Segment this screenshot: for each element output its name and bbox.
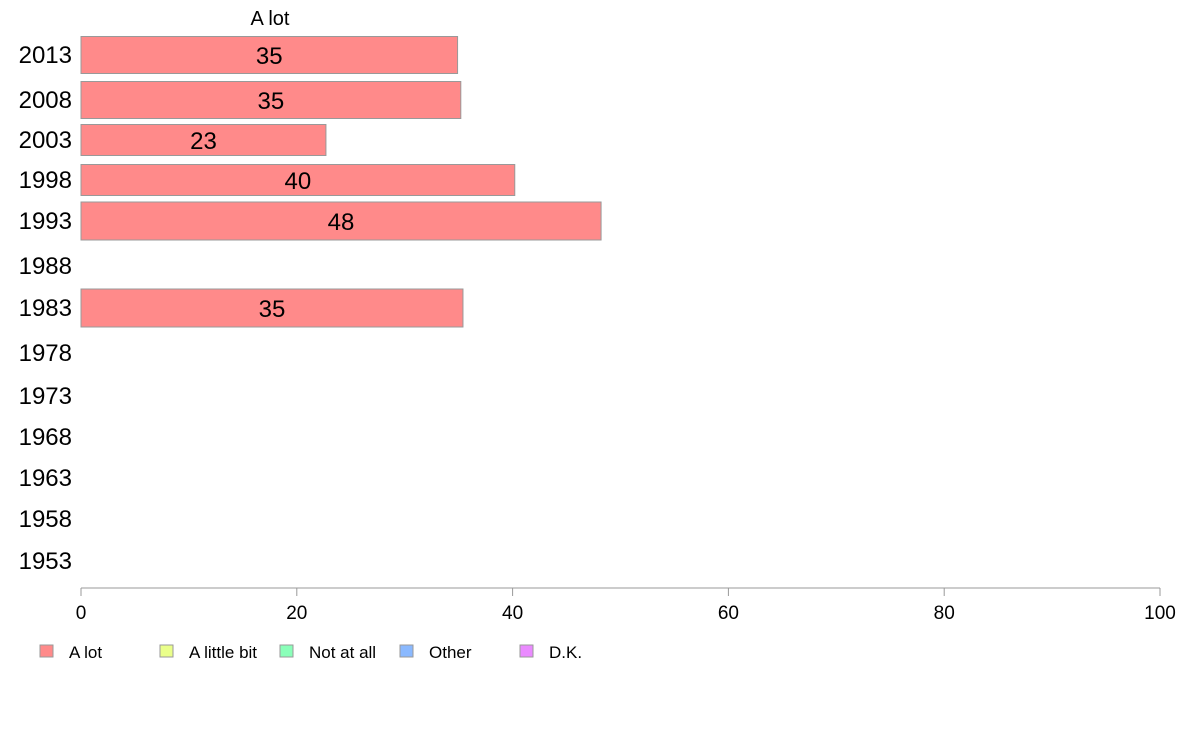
legend-label-0: A lot <box>69 643 102 662</box>
legend-label-3: Other <box>429 643 472 662</box>
bar-2003-s0 <box>80 124 327 156</box>
y-tick-label-2008: 2008 <box>19 87 72 114</box>
series-title-layer: A lot <box>251 8 290 30</box>
x-tick-label-0: 0 <box>76 603 87 624</box>
y-tick-label-1978: 1978 <box>19 340 72 367</box>
bar-1983-s0 <box>80 288 464 328</box>
y-tick-label-1963: 1963 <box>19 465 72 492</box>
x-axis: 0 20 40 60 80 100 <box>76 587 1176 624</box>
y-tick-label-1973: 1973 <box>19 383 72 410</box>
x-tick-label-80: 80 <box>934 603 955 624</box>
bar-1998-s0 <box>80 164 516 196</box>
bar-label-2003: 23 <box>190 128 217 155</box>
x-tick-label-60: 60 <box>718 603 739 624</box>
bar-1993-s0 <box>80 201 602 241</box>
legend: A lot A little bit Not at all Other D.K. <box>39 643 582 662</box>
bar-label-1983: 35 <box>259 296 286 323</box>
legend-label-1: A little bit <box>189 643 257 662</box>
legend-swatch-3 <box>399 644 414 658</box>
legend-swatch-4 <box>519 644 534 658</box>
bar-labels: 35 35 23 40 48 35 <box>190 43 354 323</box>
y-tick-label-1988: 1988 <box>19 253 72 280</box>
y-tick-label-1983: 1983 <box>19 295 72 322</box>
x-tick-label-40: 40 <box>502 603 523 624</box>
y-tick-label-1953: 1953 <box>19 548 72 575</box>
legend-swatch-0 <box>39 644 54 658</box>
y-tick-label-1958: 1958 <box>19 506 72 533</box>
bar-2008-s0 <box>80 81 462 119</box>
bar-label-1993: 48 <box>328 209 355 236</box>
y-tick-label-2003: 2003 <box>19 127 72 154</box>
bar-label-2013: 35 <box>256 43 283 70</box>
legend-label-4: D.K. <box>549 643 582 662</box>
legend-label-2: Not at all <box>309 643 376 662</box>
y-tick-label-1993: 1993 <box>19 208 72 235</box>
y-tick-label-1968: 1968 <box>19 424 72 451</box>
legend-swatch-2 <box>279 644 294 658</box>
bar-label-2008: 35 <box>258 88 285 115</box>
y-axis-labels: 2013 2008 2003 1998 1993 1988 1983 1978 1973 1968… <box>19 42 72 575</box>
bars <box>80 36 602 328</box>
x-tick-label-20: 20 <box>286 603 307 624</box>
bar-label-1998: 40 <box>285 168 312 195</box>
y-tick-label-1998: 1998 <box>19 167 72 194</box>
x-tick-label-100: 100 <box>1144 603 1176 624</box>
bar-2013-s0 <box>80 36 459 74</box>
legend-swatch-1 <box>159 644 174 658</box>
y-tick-label-2013: 2013 <box>19 42 72 69</box>
series-title: A lot <box>251 8 290 30</box>
